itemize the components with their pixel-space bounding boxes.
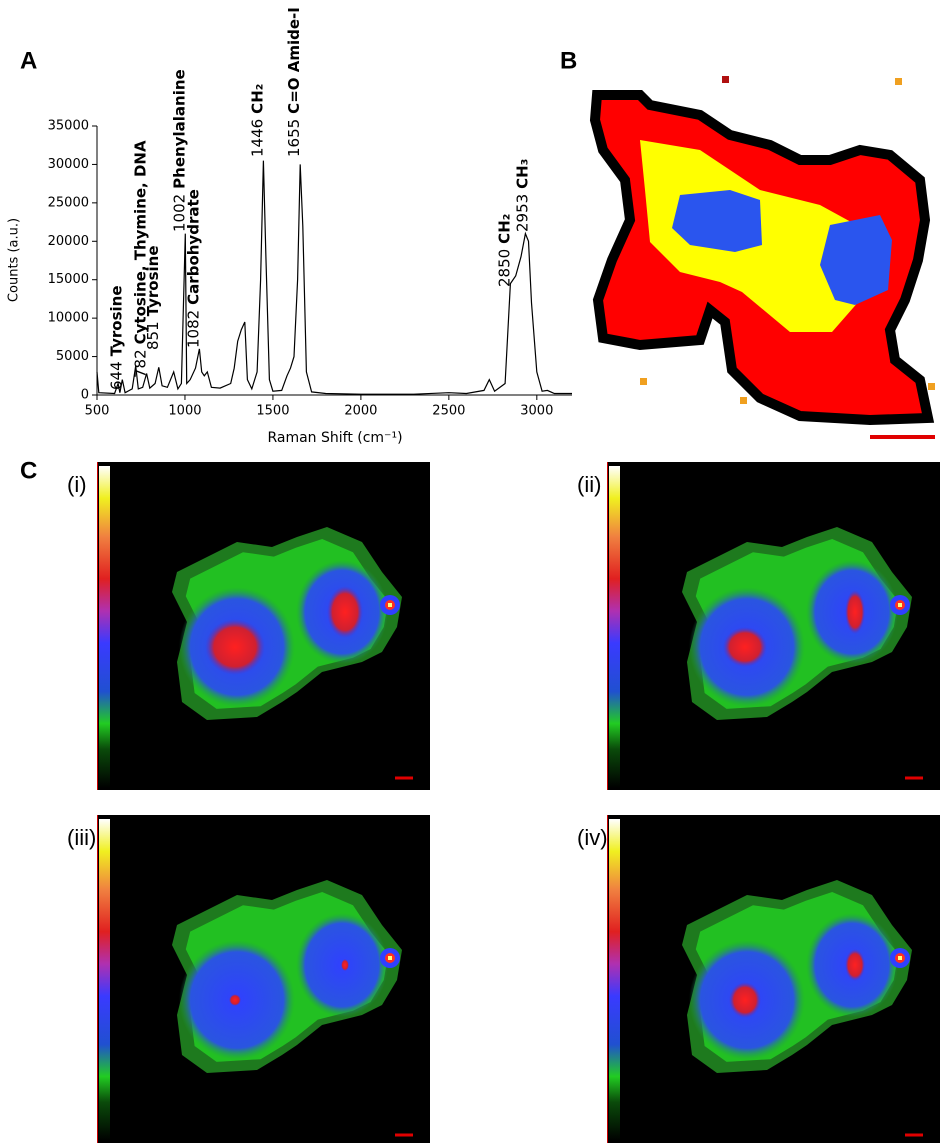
peak-annotation: 644 Tyrosine bbox=[107, 286, 125, 391]
x-tick-label: 1500 bbox=[256, 404, 289, 419]
hotspot bbox=[341, 959, 349, 971]
map-label: (iv) bbox=[577, 825, 608, 850]
y-axis-label: Counts (a.u.) bbox=[7, 218, 22, 302]
peak-label: CH₂ bbox=[248, 84, 266, 114]
x-tick-label: 500 bbox=[85, 404, 110, 419]
y-tick-label: 15000 bbox=[48, 272, 89, 287]
map-label: (ii) bbox=[577, 472, 601, 497]
hotspot bbox=[845, 949, 865, 981]
peak-label: C=O Amide-I bbox=[285, 7, 303, 114]
spectrum-chart: Counts (a.u.) Raman Shift (cm⁻¹) 0 5000 10… bbox=[7, 7, 572, 446]
y-tick-label: 0 bbox=[81, 388, 89, 403]
peak-annotation: 2850 CH₂ bbox=[495, 214, 513, 287]
heat-map bbox=[97, 462, 430, 790]
pixel bbox=[895, 78, 902, 85]
cluster-blue bbox=[820, 215, 892, 305]
spectrum-line bbox=[96, 160, 572, 395]
peak-annotation: 1082 Carbohydrate bbox=[184, 189, 202, 348]
peak-annotation: 1446 CH₂ bbox=[248, 84, 266, 157]
hotspot bbox=[845, 590, 865, 634]
peak-position: 2953 bbox=[513, 194, 531, 232]
pixel bbox=[928, 383, 935, 390]
cluster-blue bbox=[672, 190, 762, 252]
peak-position: 1655 bbox=[285, 119, 303, 157]
peak-label: CH₂ bbox=[495, 214, 513, 244]
heat-map bbox=[607, 815, 940, 1143]
y-tick-label: 30000 bbox=[48, 157, 89, 172]
peak-label: Phenylalanine bbox=[170, 69, 188, 189]
peak-annotation: 1002 Phenylalanine bbox=[170, 69, 188, 232]
peak-label: CH₃ bbox=[513, 159, 531, 189]
color-bar bbox=[99, 466, 110, 788]
hotspot bbox=[327, 586, 363, 638]
hotspot bbox=[723, 627, 767, 667]
peak-label: Tyrosine bbox=[143, 246, 161, 317]
cluster-map bbox=[589, 76, 935, 439]
peak-position: 1082 bbox=[184, 310, 202, 348]
peak-annotation: 2953 CH₃ bbox=[513, 159, 531, 232]
x-axis-label: Raman Shift (cm⁻¹) bbox=[267, 430, 402, 446]
hotspot bbox=[729, 982, 761, 1018]
y-tick-label: 25000 bbox=[48, 195, 89, 210]
heat-maps: (i) (ii) (iii) (iv) bbox=[67, 462, 940, 1143]
pixel bbox=[722, 76, 729, 83]
peak-label: Tyrosine bbox=[107, 286, 125, 357]
color-bar bbox=[99, 819, 110, 1141]
peak-annotation: 782 Cytosine, Thymine, DNA bbox=[131, 140, 149, 378]
hotspot bbox=[229, 994, 241, 1006]
panel-label: B bbox=[560, 47, 577, 74]
x-tick-label: 2500 bbox=[432, 404, 465, 419]
hotspot bbox=[388, 603, 392, 607]
hotspot bbox=[898, 603, 902, 607]
panel-label: C bbox=[20, 457, 37, 484]
heat-map bbox=[607, 462, 940, 790]
peak-position: 1002 bbox=[170, 194, 188, 232]
peak-position: 1446 bbox=[248, 119, 266, 157]
hotspot bbox=[388, 956, 392, 960]
y-tick-label: 20000 bbox=[48, 234, 89, 249]
peak-position: 2850 bbox=[495, 249, 513, 287]
map-label: (iii) bbox=[67, 825, 96, 850]
peak-label: Carbohydrate bbox=[184, 189, 202, 305]
x-tick-label: 1000 bbox=[168, 404, 201, 419]
y-tick-label: 35000 bbox=[48, 119, 89, 134]
peak-position: 782 bbox=[131, 349, 149, 378]
color-bar bbox=[609, 466, 620, 788]
panel-label: A bbox=[20, 47, 37, 74]
peak-annotation: 1655 C=O Amide-I bbox=[285, 7, 303, 157]
color-bar bbox=[609, 819, 620, 1141]
x-tick-label: 3000 bbox=[520, 404, 553, 419]
peak-position: 851 bbox=[143, 321, 161, 350]
x-tick-label: 2000 bbox=[344, 404, 377, 419]
y-tick-label: 10000 bbox=[48, 311, 89, 326]
map-label: (i) bbox=[67, 472, 87, 497]
pixel bbox=[740, 397, 747, 404]
peak-label: Cytosine, Thymine, DNA bbox=[131, 140, 149, 344]
hotspot bbox=[898, 956, 902, 960]
pixel bbox=[640, 378, 647, 385]
peak-position: 644 bbox=[107, 361, 125, 390]
y-tick-label: 5000 bbox=[56, 349, 89, 364]
hotspot bbox=[205, 619, 265, 675]
peak-annotation: 851 Tyrosine bbox=[143, 246, 161, 351]
heat-map bbox=[97, 815, 430, 1143]
